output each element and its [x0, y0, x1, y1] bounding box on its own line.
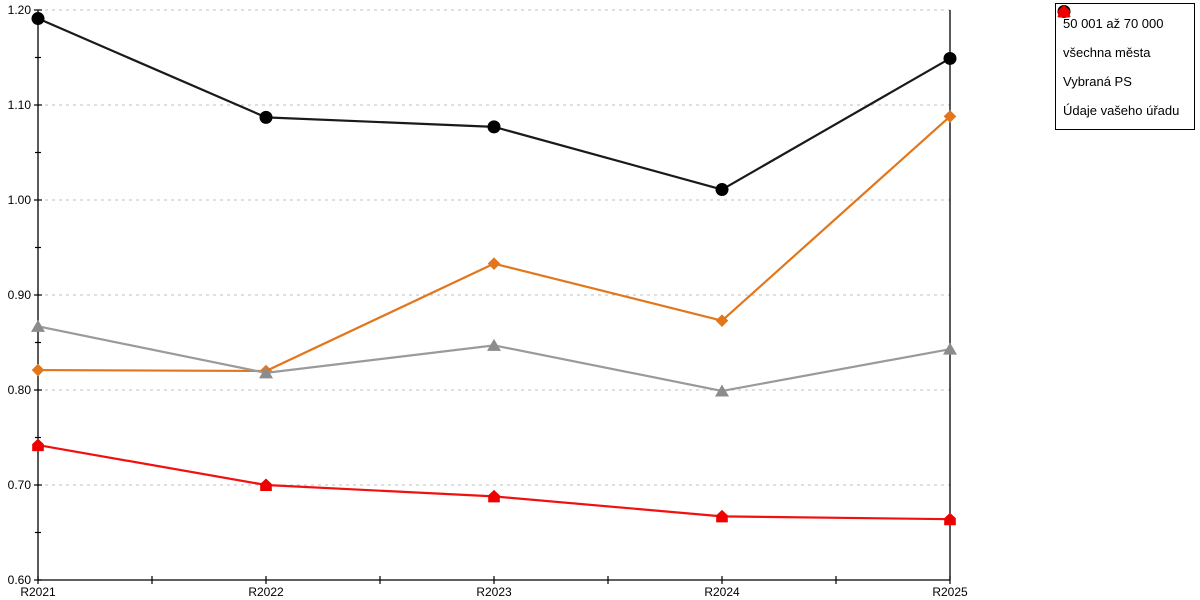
circle-marker-icon	[943, 51, 957, 65]
legend-label: Údaje vašeho úřadu	[1063, 103, 1180, 118]
y-tick-label: 1.20	[8, 3, 32, 17]
y-tick-label: 1.00	[8, 193, 32, 207]
diamond-marker-icon	[487, 257, 501, 270]
circle-marker-icon	[715, 183, 729, 197]
diamond-marker-icon	[943, 110, 957, 123]
pentagon-marker-icon	[260, 478, 272, 491]
circle-marker-icon	[31, 12, 45, 26]
pentagon-marker-icon	[488, 489, 500, 503]
triangle-marker-icon	[715, 384, 729, 397]
y-tick-label: 1.10	[8, 98, 32, 112]
x-tick-label: R2025	[932, 585, 968, 599]
pentagon-marker-icon	[1058, 5, 1070, 18]
circle-marker-icon	[259, 110, 273, 124]
pentagon-marker-icon	[716, 509, 728, 523]
legend-item: 50 001 až 70 000	[1057, 5, 1192, 38]
circle-marker-icon	[487, 120, 501, 134]
legend-item: všechna města	[1057, 5, 1192, 67]
triangle-marker-icon	[487, 338, 501, 351]
x-tick-label: R2024	[704, 585, 740, 599]
y-tick-label: 0.90	[8, 288, 32, 302]
legend-label: Vybraná PS	[1063, 74, 1132, 89]
x-tick-label: R2021	[20, 585, 56, 599]
legend-label: 50 001 až 70 000	[1063, 16, 1164, 31]
y-tick-label: 0.60	[8, 573, 32, 587]
triangle-marker-icon	[259, 366, 273, 379]
x-tick-label: R2022	[248, 585, 284, 599]
triangle-marker-icon	[31, 319, 45, 332]
pentagon-marker-icon	[32, 438, 44, 452]
legend-item: Vybraná PS	[1057, 5, 1192, 96]
triangle-marker-icon	[943, 342, 957, 355]
series-pentagon	[32, 438, 956, 526]
legend-item: Údaje vašeho úřadu	[1058, 5, 1192, 125]
series-circle	[31, 12, 957, 197]
series-line	[37, 115, 951, 373]
diamond-marker-icon	[715, 314, 729, 327]
y-tick-label: 0.80	[8, 383, 32, 397]
pentagon-marker-icon	[1058, 5, 1070, 18]
pentagon-marker-icon	[944, 512, 956, 526]
x-tick-label: R2023	[476, 585, 512, 599]
series-line	[37, 17, 951, 191]
series-line	[37, 325, 951, 393]
series-triangle	[31, 319, 957, 397]
diamond-marker-icon	[31, 363, 45, 377]
y-tick-label: 0.70	[8, 478, 32, 492]
legend: 50 001 až 70 000 všechna města Vybraná PS Ú…	[1055, 3, 1195, 130]
legend-label: všechna města	[1063, 45, 1151, 60]
series-diamond	[31, 110, 957, 378]
series-line	[37, 444, 951, 521]
